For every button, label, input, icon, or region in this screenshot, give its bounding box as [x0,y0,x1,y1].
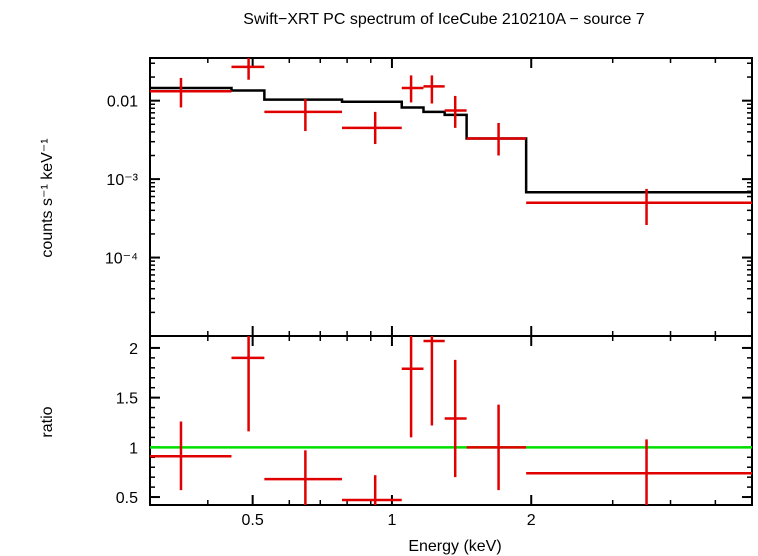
spectrum-data-point [466,122,527,156]
ratio-y-tick-label: 1 [129,440,138,457]
spectrum-data-point [264,99,343,132]
ratio-data-point [342,475,402,505]
spectrum-frame [149,57,753,337]
spectrum-y-tick-label: 10⁻⁴ [105,251,138,268]
ratio-data-point [231,336,265,432]
ratio-data-point [264,450,343,505]
ratio-data-point [444,359,467,478]
spectrum-data-point [401,75,424,103]
spectrum-data-point [150,77,232,108]
spectrum-data-point [342,111,402,145]
spectrum-panel: 0.01 10⁻³ 10⁻⁴ [105,57,753,337]
x-tick-label: 1 [387,512,396,529]
spectrum-data-point [423,75,445,104]
spectrum-data-point [444,95,467,128]
ratio-data-point [150,421,232,491]
ratio-data-point [526,439,752,505]
ratio-data-point [466,404,527,491]
model-step-line [150,86,752,194]
y-axis-title-spectrum: counts s⁻¹ keV⁻¹ [39,138,56,257]
ratio-y-tick-label: 0.5 [116,490,138,507]
ratio-panel: 0.5 1 1.5 2 0.5 1 2 [116,335,753,529]
x-tick-label: 0.5 [242,512,264,529]
x-axis-title: Energy (keV) [408,538,501,555]
ratio-y-tick-label: 2 [129,341,138,358]
spectrum-y-tick-label: 10⁻³ [106,172,138,189]
ratio-y-tick-label: 1.5 [116,391,138,408]
chart-title: Swift−XRT PC spectrum of IceCube 210210A… [243,11,645,28]
y-axis-title-ratio: ratio [39,406,56,437]
spectrum-y-tick-label: 0.01 [107,94,138,111]
x-tick-label: 2 [527,512,536,529]
spectrum-data-point [526,188,752,226]
ratio-data-point [401,336,424,438]
spectrum-data-point [231,58,265,80]
ratio-frame [149,335,753,506]
ratio-data-point [423,336,445,426]
